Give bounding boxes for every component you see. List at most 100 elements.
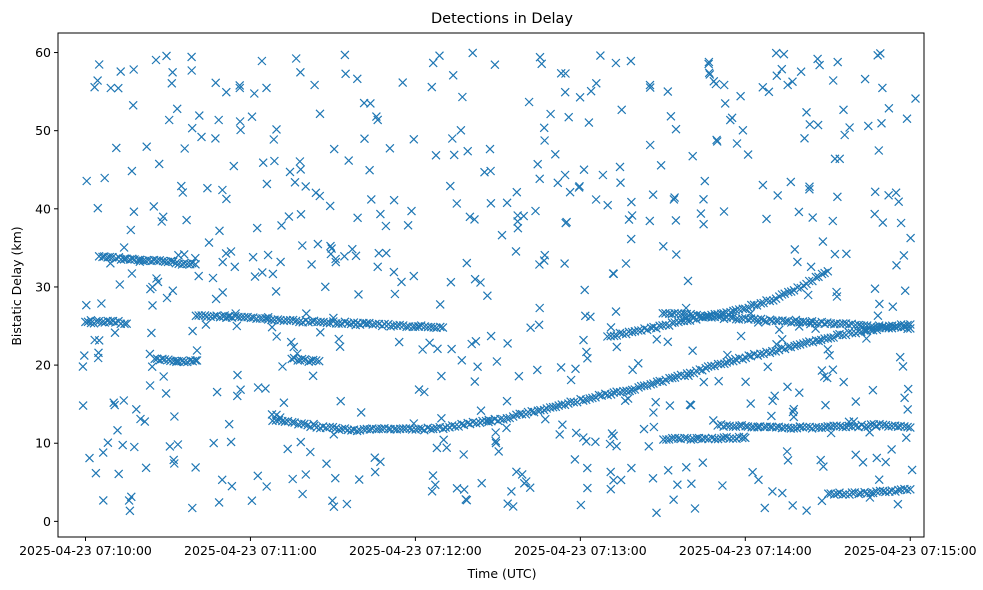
scatter-point xyxy=(176,181,186,191)
scatter-point xyxy=(905,484,915,494)
scatter-point xyxy=(269,156,279,166)
scatter-point xyxy=(494,446,504,456)
scatter-point xyxy=(670,373,680,383)
scatter-point xyxy=(329,502,339,512)
scatter-point xyxy=(149,201,159,211)
scatter-point xyxy=(361,319,371,329)
scatter-point xyxy=(576,500,586,510)
scatter-point xyxy=(829,421,839,431)
scatter-point xyxy=(436,371,446,381)
scatter-point xyxy=(663,337,673,347)
scatter-point xyxy=(616,475,626,485)
scatter-point xyxy=(208,273,218,283)
scatter-point xyxy=(645,216,655,226)
scatter-point xyxy=(900,286,910,296)
scatter-point xyxy=(818,237,828,247)
scatter-point xyxy=(555,429,565,439)
scatter-point xyxy=(430,480,440,490)
y-tick-label: 0 xyxy=(43,514,51,529)
scatter-point xyxy=(370,453,380,463)
scatter-point xyxy=(120,319,129,329)
scatter-point xyxy=(289,342,299,352)
scatter-point xyxy=(389,267,399,277)
scatter-point xyxy=(649,422,659,432)
scatter-point xyxy=(119,396,129,405)
y-tick-label: 10 xyxy=(35,436,51,451)
scatter-point xyxy=(353,213,363,223)
scatter-point xyxy=(86,318,96,328)
scatter-point xyxy=(719,80,729,90)
scatter-point xyxy=(813,54,823,64)
scatter-point xyxy=(539,123,549,133)
scatter-point xyxy=(210,133,220,143)
scatter-point xyxy=(329,429,339,439)
scatter-point xyxy=(85,453,94,463)
scatter-point xyxy=(792,257,802,267)
scatter-point xyxy=(581,436,591,446)
scatter-point xyxy=(145,349,155,359)
scatter-point xyxy=(275,413,285,422)
scatter-point xyxy=(611,307,621,317)
scatter-point xyxy=(114,469,124,479)
scatter-point xyxy=(462,495,472,505)
scatter-point xyxy=(789,412,799,422)
scatter-point xyxy=(888,302,898,312)
scatter-point xyxy=(531,206,540,216)
scatter-point xyxy=(665,401,675,411)
scatter-point xyxy=(197,311,207,320)
scatter-point xyxy=(375,209,385,219)
scatter-point xyxy=(124,496,134,505)
scatter-point xyxy=(272,332,282,341)
scatter-point xyxy=(182,215,192,225)
scatter-point xyxy=(696,209,706,219)
scatter-point xyxy=(828,76,838,85)
scatter-point xyxy=(217,185,227,195)
scatter-marks xyxy=(78,48,920,518)
scatter-point xyxy=(605,439,615,449)
scatter-point xyxy=(291,54,301,63)
scatter-point xyxy=(506,486,516,496)
scatter-point xyxy=(233,370,242,380)
scatter-point xyxy=(470,274,480,284)
scatter-point xyxy=(805,119,815,129)
scatter-point xyxy=(826,489,836,498)
scatter-point xyxy=(813,120,823,130)
scatter-point xyxy=(269,135,279,144)
scatter-point xyxy=(731,305,741,315)
scatter-point xyxy=(258,158,268,168)
scatter-point xyxy=(212,387,222,397)
scatter-point xyxy=(147,362,157,372)
scatter-point xyxy=(795,422,805,431)
scatter-point xyxy=(526,323,536,333)
scatter-point xyxy=(278,362,287,371)
scatter-point xyxy=(236,125,246,135)
scatter-point xyxy=(441,423,451,433)
scatter-point xyxy=(462,258,472,268)
scatter-point xyxy=(826,333,836,343)
scatter-point xyxy=(502,423,511,433)
scatter-point xyxy=(390,289,400,299)
scatter-point xyxy=(297,419,307,428)
scatter-point xyxy=(832,292,842,301)
scatter-point xyxy=(798,422,808,432)
scatter-point xyxy=(407,206,416,216)
scatter-point xyxy=(512,187,522,197)
scatter-point xyxy=(398,78,408,88)
scatter-point xyxy=(166,256,176,266)
scatter-point xyxy=(232,321,242,331)
scatter-point xyxy=(129,207,139,217)
scatter-point xyxy=(78,362,88,372)
scatter-point xyxy=(639,381,649,391)
scatter-point xyxy=(822,318,832,328)
scatter-point xyxy=(777,334,787,344)
scatter-point xyxy=(127,166,137,176)
scatter-point xyxy=(161,388,171,398)
scatter-point xyxy=(235,83,245,93)
scatter-point xyxy=(342,499,352,509)
scatter-point xyxy=(96,299,106,308)
scatter-point xyxy=(569,397,579,407)
scatter-point xyxy=(329,144,339,154)
scatter-point xyxy=(832,319,841,329)
scatter-point xyxy=(743,150,753,160)
scatter-point xyxy=(535,303,545,313)
